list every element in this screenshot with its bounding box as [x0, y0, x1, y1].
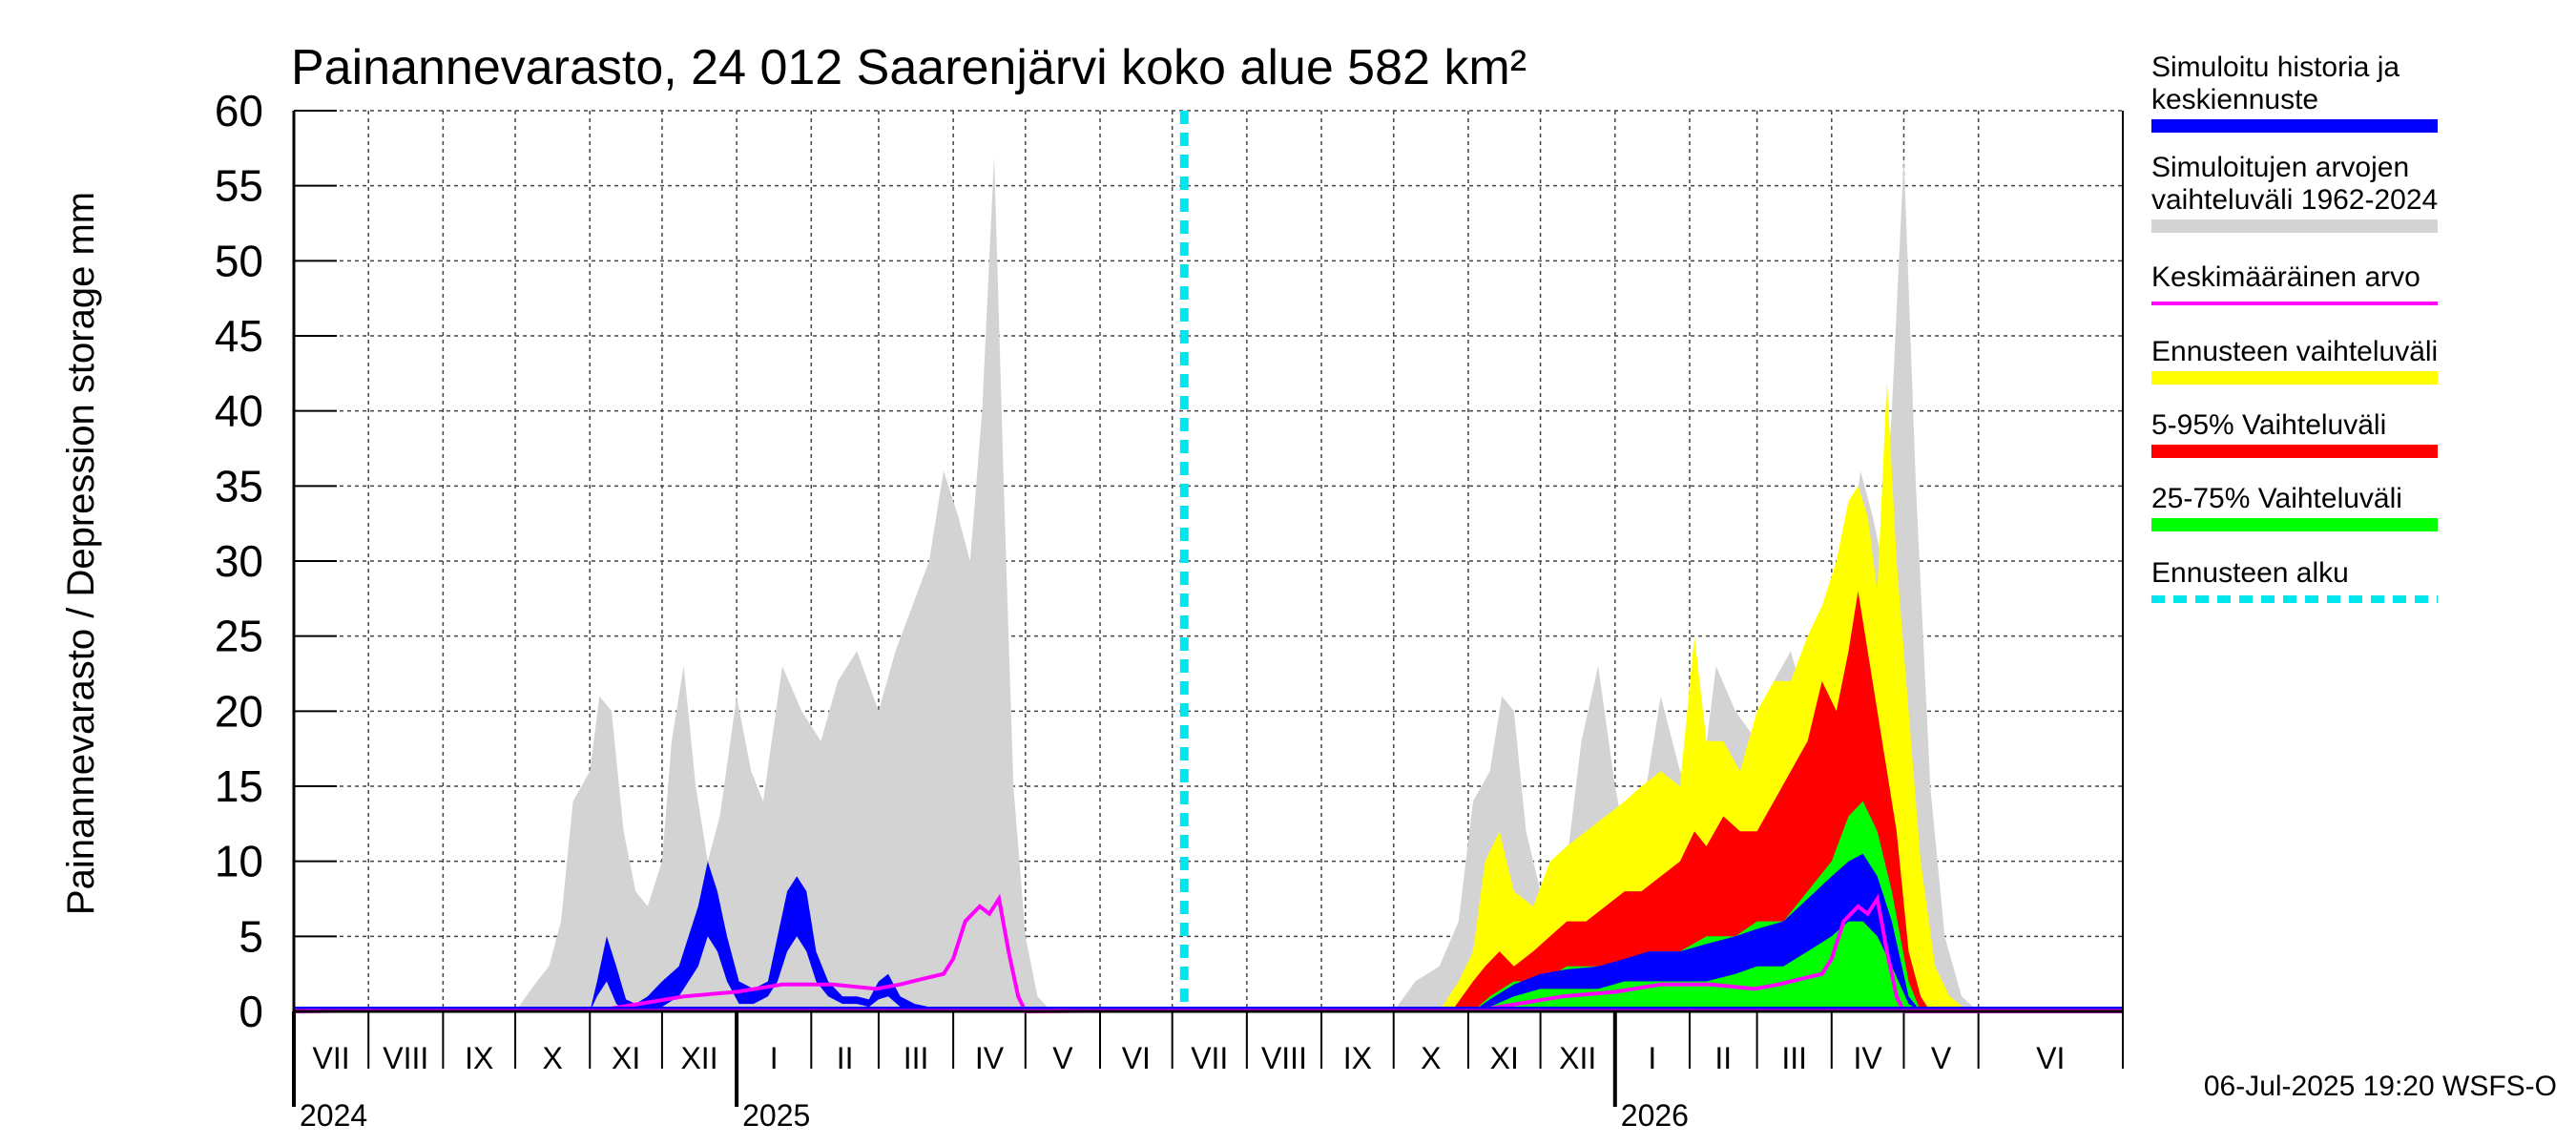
y-tick-label: 20 — [215, 686, 263, 736]
band-00ff00 — [1473, 801, 1922, 1011]
month-label: X — [542, 1041, 562, 1075]
y-tick-label: 40 — [215, 386, 263, 436]
y-tick-label: 55 — [215, 161, 263, 211]
month-label: IX — [1343, 1041, 1372, 1075]
month-label: XI — [612, 1041, 640, 1075]
legend-label: Ennusteen vaihteluväli — [2151, 336, 2438, 367]
y-tick-label: 0 — [239, 987, 263, 1036]
year-label: 2025 — [742, 1098, 810, 1133]
month-label: XI — [1490, 1041, 1519, 1075]
month-label: IV — [975, 1041, 1005, 1075]
y-axis-label: Painannevarasto / Depression storage mm — [60, 192, 102, 915]
month-label: IX — [465, 1041, 493, 1075]
month-label: V — [1931, 1041, 1952, 1075]
month-label: III — [1781, 1041, 1807, 1075]
y-tick-label: 35 — [215, 461, 263, 510]
month-label: I — [770, 1041, 779, 1075]
legend-label: Ennusteen alku — [2151, 557, 2349, 589]
y-tick-label: 45 — [215, 311, 263, 361]
month-label: II — [1714, 1041, 1732, 1075]
legend-label: 5-95% Vaihteluväli — [2151, 409, 2386, 441]
month-label: VIII — [1261, 1041, 1307, 1075]
y-tick-label: 60 — [215, 86, 263, 135]
month-label: I — [1648, 1041, 1656, 1075]
month-label: VI — [2036, 1041, 2065, 1075]
y-tick-label: 25 — [215, 612, 263, 661]
legend-label: Keskimääräinen arvo — [2151, 261, 2420, 293]
month-label: II — [837, 1041, 854, 1075]
month-label: VII — [313, 1041, 350, 1075]
month-label: III — [904, 1041, 929, 1075]
year-label: 2024 — [300, 1098, 367, 1133]
y-tick-label: 50 — [215, 236, 263, 285]
timestamp: 06-Jul-2025 19:20 WSFS-O — [2204, 1071, 2557, 1102]
y-tick-label: 10 — [215, 837, 263, 886]
month-label: V — [1052, 1041, 1073, 1075]
month-label: VI — [1122, 1041, 1151, 1075]
legend-label: 25-75% Vaihteluväli — [2151, 483, 2402, 514]
legend-label: vaihteluväli 1962-2024 — [2151, 184, 2438, 216]
year-label: 2026 — [1621, 1098, 1689, 1133]
month-label: XII — [680, 1041, 717, 1075]
y-tick-label: 30 — [215, 536, 263, 586]
legend-label: Simuloitu historia ja — [2151, 52, 2399, 83]
month-label: VII — [1191, 1041, 1228, 1075]
y-tick-label: 15 — [215, 761, 263, 811]
month-label: VIII — [383, 1041, 428, 1075]
legend-label: Simuloitujen arvojen — [2151, 152, 2409, 183]
month-label: IV — [1854, 1041, 1883, 1075]
y-tick-label: 5 — [239, 911, 263, 961]
month-label: XII — [1559, 1041, 1596, 1075]
chart-title: Painannevarasto, 24 012 Saarenjärvi koko… — [291, 40, 1527, 95]
month-label: X — [1421, 1041, 1441, 1075]
band-0000ff — [294, 853, 2123, 1011]
legend-label: keskiennuste — [2151, 84, 2318, 115]
